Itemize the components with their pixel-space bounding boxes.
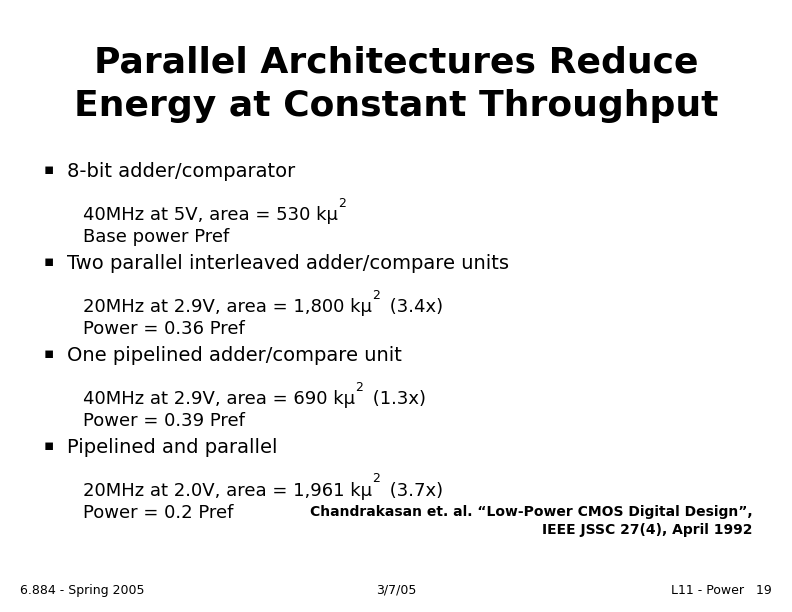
Text: 2: 2 bbox=[372, 289, 380, 302]
Text: Pipelined and parallel: Pipelined and parallel bbox=[67, 438, 278, 457]
Text: 2: 2 bbox=[355, 381, 363, 394]
Text: Power = 0.39 Pref: Power = 0.39 Pref bbox=[83, 412, 245, 430]
Text: 8-bit adder/comparator: 8-bit adder/comparator bbox=[67, 162, 295, 181]
Text: Power = 0.36 Pref: Power = 0.36 Pref bbox=[83, 320, 245, 338]
Text: Energy at Constant Throughput: Energy at Constant Throughput bbox=[74, 89, 718, 123]
Text: 40MHz at 2.9V, area = 690 kμ: 40MHz at 2.9V, area = 690 kμ bbox=[83, 390, 355, 408]
Text: Two parallel interleaved adder/compare units: Two parallel interleaved adder/compare u… bbox=[67, 254, 509, 273]
Text: ▪: ▪ bbox=[44, 346, 54, 361]
Text: 2: 2 bbox=[338, 197, 346, 210]
Text: ▪: ▪ bbox=[44, 162, 54, 177]
Text: IEEE JSSC 27(4), April 1992: IEEE JSSC 27(4), April 1992 bbox=[542, 523, 752, 537]
Text: 3/7/05: 3/7/05 bbox=[376, 584, 416, 597]
Text: Chandrakasan et. al. “Low-Power CMOS Digital Design”,: Chandrakasan et. al. “Low-Power CMOS Dig… bbox=[310, 505, 752, 519]
Text: (3.7x): (3.7x) bbox=[384, 482, 444, 499]
Text: (1.3x): (1.3x) bbox=[367, 390, 426, 408]
Text: One pipelined adder/compare unit: One pipelined adder/compare unit bbox=[67, 346, 402, 365]
Text: (3.4x): (3.4x) bbox=[384, 298, 443, 316]
Text: 20MHz at 2.0V, area = 1,961 kμ: 20MHz at 2.0V, area = 1,961 kμ bbox=[83, 482, 372, 499]
Text: L11 - Power   19: L11 - Power 19 bbox=[672, 584, 772, 597]
Text: 6.884 - Spring 2005: 6.884 - Spring 2005 bbox=[20, 584, 144, 597]
Text: 2: 2 bbox=[372, 472, 380, 485]
Text: Base power Pref: Base power Pref bbox=[83, 228, 230, 246]
Text: 40MHz at 5V, area = 530 kμ: 40MHz at 5V, area = 530 kμ bbox=[83, 206, 338, 224]
Text: ▪: ▪ bbox=[44, 254, 54, 269]
Text: Parallel Architectures Reduce: Parallel Architectures Reduce bbox=[93, 46, 699, 80]
Text: 20MHz at 2.9V, area = 1,800 kμ: 20MHz at 2.9V, area = 1,800 kμ bbox=[83, 298, 372, 316]
Text: Power = 0.2 Pref: Power = 0.2 Pref bbox=[83, 504, 234, 521]
Text: ▪: ▪ bbox=[44, 438, 54, 453]
